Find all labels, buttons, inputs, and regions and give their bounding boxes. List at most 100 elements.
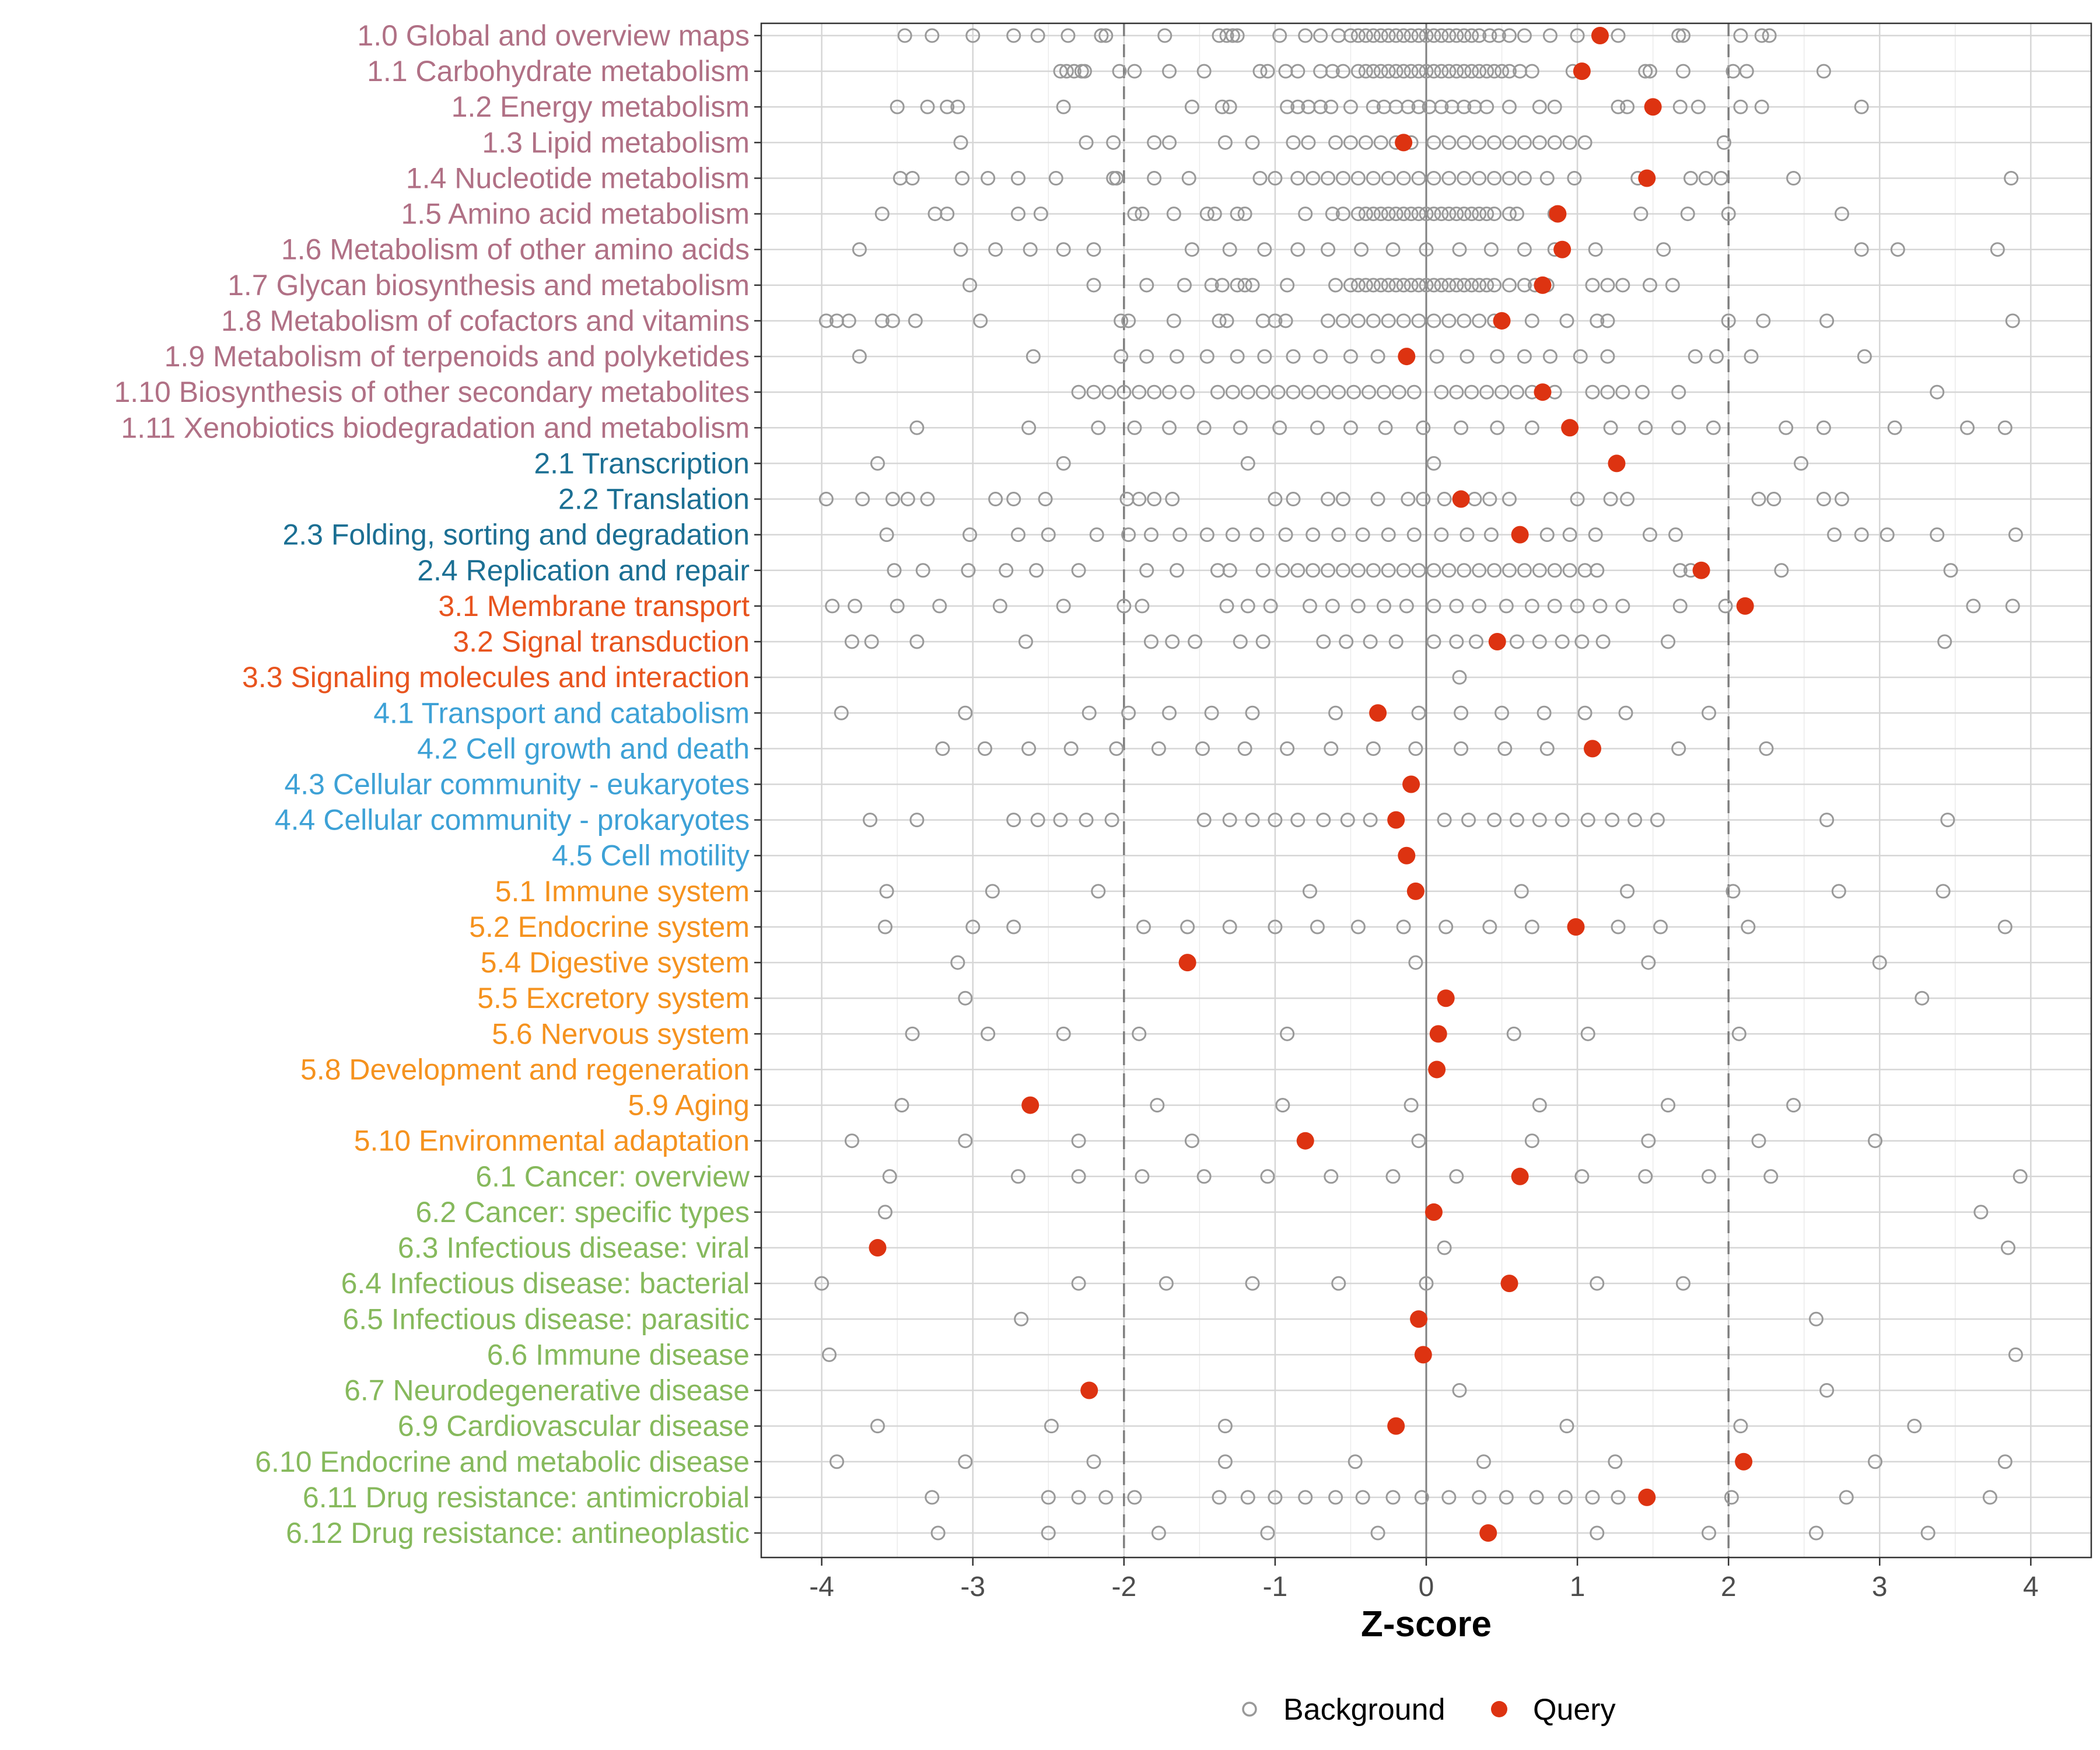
category-label: 5.10 Environmental adaptation [354, 1125, 750, 1157]
background-point [1225, 384, 1240, 400]
category-label: 6.4 Infectious disease: bacterial [341, 1267, 750, 1300]
query-point [1584, 740, 1601, 758]
background-point [1316, 634, 1331, 649]
background-point [1661, 634, 1676, 649]
background-point [1434, 527, 1449, 542]
background-point [814, 1276, 830, 1291]
background-point [1143, 527, 1158, 542]
background-point [1396, 563, 1411, 578]
background-point [1819, 313, 1835, 328]
background-point [1385, 1169, 1401, 1184]
background-point [1257, 349, 1272, 364]
category-label: 1.7 Glycan biosynthesis and metabolism [228, 269, 750, 302]
background-point [1401, 492, 1416, 507]
background-point [1222, 813, 1237, 828]
x-axis: -4 -3 -2 -1 0 1 2 3 4 [809, 1558, 2039, 1602]
background-point [1539, 741, 1555, 756]
background-point [1237, 206, 1252, 222]
background-point [1196, 813, 1212, 828]
background-point [1547, 563, 1562, 578]
background-point [985, 884, 1000, 899]
query-point [1534, 383, 1552, 401]
background-point [1286, 492, 1301, 507]
background-point [1023, 242, 1038, 257]
background-point [1219, 28, 1234, 43]
background-point [1434, 64, 1449, 79]
background-point [1396, 919, 1411, 935]
background-point [1396, 64, 1411, 79]
background-point [1454, 420, 1469, 435]
background-point [1166, 206, 1181, 222]
background-point [1366, 28, 1381, 43]
background-point [1570, 598, 1585, 614]
background-point [1671, 420, 1686, 435]
query-point [1429, 1025, 1447, 1043]
background-point [1482, 28, 1497, 43]
background-point [1030, 28, 1045, 43]
background-point [1237, 741, 1252, 756]
background-point [1157, 28, 1172, 43]
background-point [1524, 598, 1539, 614]
background-point [882, 1169, 897, 1184]
background-point [1441, 1490, 1457, 1505]
background-point [1404, 1098, 1419, 1113]
background-point [1306, 170, 1321, 186]
background-point [1434, 28, 1449, 43]
background-point [1336, 563, 1350, 578]
query-point [1424, 1203, 1443, 1221]
background-point [818, 492, 834, 507]
background-point [1165, 634, 1180, 649]
background-point [1336, 492, 1350, 507]
category-label: 5.2 Endocrine system [469, 911, 750, 943]
background-point [1766, 492, 1782, 507]
background-point [1252, 64, 1268, 79]
background-point [953, 135, 968, 150]
background-point [1196, 64, 1212, 79]
category-label: 1.9 Metabolism of terpenoids and polyket… [164, 340, 750, 373]
background-point [1396, 313, 1411, 328]
background-point [1479, 278, 1494, 293]
background-point [1316, 813, 1331, 828]
background-point [1366, 99, 1381, 114]
background-point [1997, 919, 2013, 935]
background-point [1388, 634, 1404, 649]
background-point [1880, 527, 1895, 542]
background-point [1116, 598, 1132, 614]
background-point [1437, 492, 1452, 507]
background-point [1574, 634, 1590, 649]
query-point [1511, 526, 1529, 544]
background-point [1010, 206, 1026, 222]
x-tick-label: 1 [1570, 1572, 1586, 1602]
background-point [897, 28, 912, 43]
background-point [1214, 278, 1230, 293]
background-point [1219, 313, 1234, 328]
background-point [1744, 349, 1759, 364]
background-point [1756, 313, 1771, 328]
background-point [1399, 598, 1414, 614]
background-point [1620, 99, 1635, 114]
background-point [1331, 1276, 1346, 1291]
background-point [1029, 563, 1044, 578]
background-point [1272, 28, 1287, 43]
background-point [1469, 634, 1483, 649]
background-point [1680, 206, 1695, 222]
background-point [1381, 313, 1396, 328]
background-point [1255, 563, 1270, 578]
background-point [1454, 741, 1469, 756]
background-point [1517, 135, 1532, 150]
background-point [1196, 1169, 1212, 1184]
background-point [1532, 813, 1547, 828]
background-point [1754, 99, 1769, 114]
background-point [1199, 527, 1214, 542]
background-point [1147, 492, 1162, 507]
background-point [1580, 1026, 1595, 1041]
background-point [1588, 242, 1603, 257]
background-point [909, 813, 925, 828]
background-point [1301, 384, 1316, 400]
background-point [1683, 170, 1698, 186]
query-point [1452, 490, 1470, 508]
background-point [1460, 527, 1475, 542]
background-point [1411, 170, 1426, 186]
background-point [894, 1098, 909, 1113]
background-point [1166, 313, 1181, 328]
